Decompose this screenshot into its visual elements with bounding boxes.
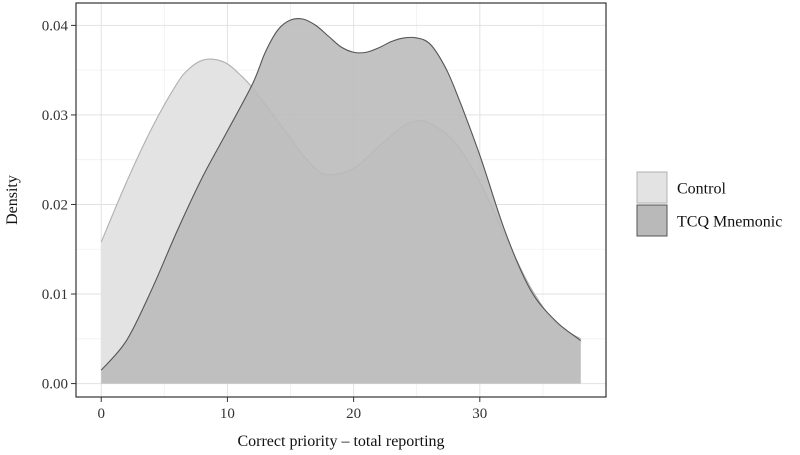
x-tick-label: 0 [97,406,105,422]
density-area-tcq-mnemonic [101,18,581,384]
y-tick-label: 0.01 [42,287,68,303]
legend-label-control: Control [677,181,726,198]
y-tick-label: 0.04 [42,18,69,34]
y-tick-label: 0.02 [42,197,68,213]
density-line-tcq-mnemonic [100,17,582,371]
x-tick-label: 20 [346,406,361,422]
x-axis-title: Correct priority – total reporting [237,433,444,450]
panel-border [75,2,607,398]
legend-label-tcq-mnemonic: TCQ Mnemonic [677,214,782,231]
axes: 0 10 20 30 0.00 0.01 0.02 0.03 0.04 [42,18,488,422]
x-tick-label: 30 [472,406,487,422]
y-axis-title: Density [4,175,21,225]
y-tick-label: 0.00 [42,377,68,393]
density-areas [100,17,582,384]
legend-key-tcq-mnemonic [636,204,668,237]
x-tick-label: 10 [220,406,235,422]
legend: Control TCQ Mnemonic [636,171,782,237]
y-tick-label: 0.03 [42,108,68,124]
legend-key-control [636,171,668,204]
